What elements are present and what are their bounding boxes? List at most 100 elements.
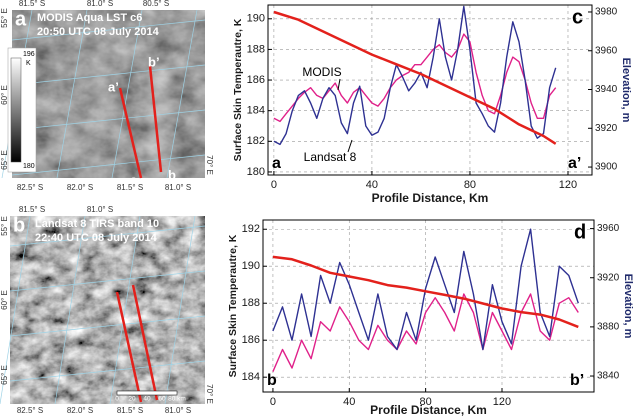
image-time: 22:40 UTC 08 July 2014 [35,232,158,244]
annotation: Landsat 8 [304,150,357,164]
temperature-line [272,293,579,372]
graticule [9,225,206,247]
coordinate-label: 82.0° S [67,406,93,415]
elevation-line [273,10,557,145]
scale-bar [116,390,178,396]
graticule [54,215,86,405]
annotation-pointer [347,139,353,153]
profile-label: b [168,167,176,182]
coordinate-label: 65° E [0,150,9,170]
temperature-line [273,5,557,146]
y-tick-label: 184 [247,105,265,117]
elevation-line [272,255,579,329]
y-tick-label: 190 [247,13,265,25]
x-tick-label: 0 [270,396,276,408]
graticule [11,19,206,41]
y-tick-label: 180 [247,166,265,178]
scale-label: 80 km [168,396,186,403]
coordinate-label: 60° E [0,290,9,310]
y2-tick-label: 3940 [595,84,618,95]
y-axis-label: Surface Skin Temperautre, K [232,18,244,161]
coordinate-label: 70° E [205,384,214,404]
y2-tick-label: 3960 [595,45,618,56]
x-axis-label: Profile Distance, Km [370,403,487,417]
colorbar [10,57,22,163]
graticule [164,215,196,405]
graticule [0,215,31,405]
coordinate-label: 81.5° S [117,183,143,192]
temperature-line [273,33,557,123]
profile-end-label: b’ [570,372,584,389]
y-tick-label: 184 [242,371,260,383]
graticule [9,270,206,292]
coordinate-label: 81.0° S [165,406,191,415]
annotation: MODIS [302,65,341,79]
coordinate-label: 81.5° S [19,0,45,8]
colorbar-min: 180 [23,163,35,170]
coordinate-label: 80.5° S [143,0,169,8]
panel-label: a [15,8,27,30]
coordinate-label: 82.0° S [67,183,93,192]
profile-line [148,65,163,173]
annotation-pointer [337,78,341,91]
colorbar-unit: K [26,60,31,67]
temperature-line [272,228,579,351]
coordinate-label: 82.5° S [17,406,43,415]
image-time: 20:50 UTC 08 July 2014 [37,26,160,38]
x-axis-label: Profile Distance, Km [372,191,489,205]
plot-frame [267,4,593,176]
scale-label: 20 [128,396,136,403]
coordinate-label: 55° E [0,8,9,28]
profile-label: b’ [148,54,160,69]
coordinate-label: 81.0° S [165,183,191,192]
colorbar-max: 196 [23,51,35,58]
y-tick-label: 186 [242,334,260,346]
y2-tick-label: 3880 [597,322,620,333]
x-tick-label: 80 [464,179,476,191]
coordinate-label: 82.5° S [17,183,43,192]
satellite-image [12,10,205,178]
profile-line [131,284,159,401]
graticule [111,9,143,179]
y-axis-label: Surface Skin Temperautre, K [227,234,239,377]
graticule [56,9,88,179]
profile-label: a’ [108,79,119,94]
coordinate-label: 65° E [0,365,9,385]
panel-label: c [572,6,583,28]
satellite-image [10,216,205,404]
graticule [9,315,206,337]
scale-label: 40 [143,396,151,403]
profile-label: a [130,172,138,187]
plot-area [268,5,592,175]
panel-label: b [13,214,25,236]
coordinate-label: 81.0° S [87,205,113,214]
x-tick-label: 120 [493,396,511,408]
y-tick-label: 188 [242,297,260,309]
graticule [9,360,206,382]
y2-tick-label: 3840 [597,371,620,382]
plot-frame [262,219,595,393]
x-tick-label: 0 [271,179,277,191]
graticule [11,109,206,131]
y-tick-label: 182 [247,135,265,147]
y-tick-label: 186 [247,74,265,86]
y2-tick-label: 3960 [597,223,620,234]
y2-tick-label: 3980 [595,7,618,18]
panel-label: d [574,221,586,243]
profile-line [115,291,143,403]
image-title: Landsat 8 TIRS band 10 [35,218,159,230]
y2-axis-label: Elevation, m [622,274,634,339]
graticule [109,215,141,405]
y-tick-label: 192 [242,223,260,235]
coordinate-label: 81.0° S [87,0,113,8]
scale-label: 60 [158,396,166,403]
coordinate-label: 81.5° S [19,205,45,214]
coordinate-label: 55° E [0,216,9,236]
y2-tick-label: 3920 [597,272,620,283]
coordinate-label: 60° E [0,85,9,105]
coordinate-label: 70° E [205,155,214,175]
plot-area [263,220,594,392]
profile-start-label: b [267,372,277,389]
